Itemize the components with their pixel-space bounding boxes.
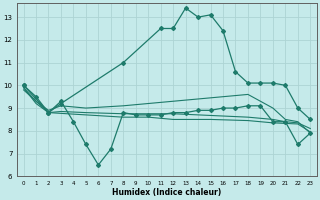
X-axis label: Humidex (Indice chaleur): Humidex (Indice chaleur) xyxy=(112,188,221,197)
